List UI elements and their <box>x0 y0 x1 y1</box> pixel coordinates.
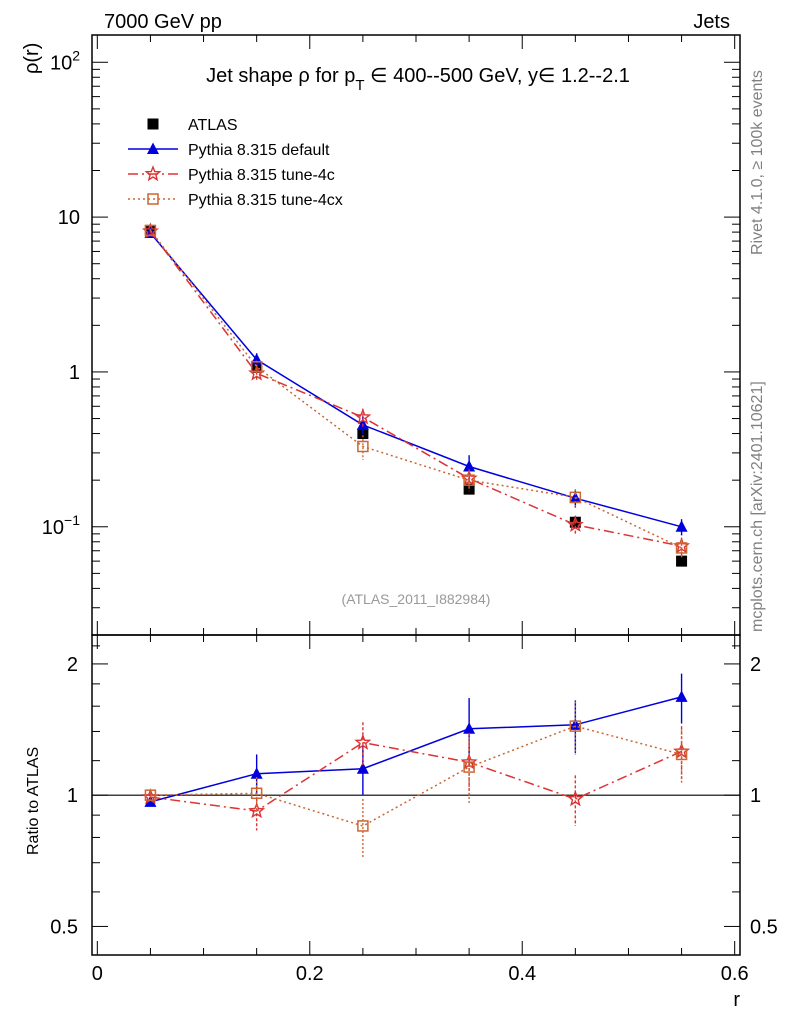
default-marker <box>463 460 476 472</box>
x-tick-label: 0.4 <box>508 963 536 985</box>
main-series-layer <box>141 222 691 567</box>
series-tune4c <box>141 722 691 831</box>
ratio-y-tick-label-left: 2 <box>67 654 78 676</box>
tune4cx-line <box>149 229 682 549</box>
header-category-label: Jets <box>693 11 730 33</box>
axis-tick-labels: 0 0.2 0.4 0.6 102 10 1 10−1 2 2 1 1 0.5 0.5 <box>42 47 778 985</box>
legend-entry-tune4c: Pythia 8.315 tune-4c <box>128 165 335 184</box>
default-marker <box>144 795 157 807</box>
analysis-reference: (ATLAS_2011_I882984) <box>342 591 491 607</box>
default-line <box>150 696 682 803</box>
atlas-marker <box>463 483 475 495</box>
legend-label: Pythia 8.315 default <box>188 142 330 159</box>
tune4cx-marker <box>463 474 475 486</box>
series-tune4cx <box>144 701 688 858</box>
tune4cx-marker <box>144 789 157 801</box>
tune4cx-marker <box>250 787 263 800</box>
tune4c-marker <box>566 515 584 532</box>
legend-entry-tune4cx: Pythia 8.315 tune-4cx <box>128 192 343 209</box>
tune4cx-marker <box>675 748 688 761</box>
default-marker <box>463 722 476 734</box>
x-axis-label: r <box>733 989 740 1011</box>
tune4c-marker <box>354 733 372 750</box>
ratio-series-layer <box>141 673 691 858</box>
atlas-marker <box>676 555 688 567</box>
default-marker <box>250 767 263 779</box>
tune4cx-marker <box>675 542 688 554</box>
axis-ticks <box>92 35 740 955</box>
legend: ATLAS Pythia 8.315 default Pythia 8.315 tu… <box>128 117 343 209</box>
tune4c-line <box>150 741 682 812</box>
main-y-tick-label: 10 <box>58 207 80 229</box>
legend-entry-default: Pythia 8.315 default <box>128 142 330 159</box>
tune4c-marker <box>354 408 372 425</box>
tune4cx-marker <box>357 440 369 453</box>
legend-marker <box>147 193 159 205</box>
rivet-version-label: Rivet 4.1.0, ≥ 100k events <box>749 70 766 255</box>
legend-label: ATLAS <box>188 117 238 134</box>
ratio-y-tick-label-right: 0.5 <box>750 916 778 938</box>
ratio-y-tick-label-left: 0.5 <box>50 916 78 938</box>
ratio-y-tick-label-left: 1 <box>67 785 78 807</box>
default-line <box>149 232 682 528</box>
x-tick-label: 0.2 <box>296 963 324 985</box>
tune4cx-marker <box>357 820 369 832</box>
default-marker <box>356 762 369 774</box>
tune4cx-marker <box>250 361 263 373</box>
main-y-axis-label: ρ(r) <box>21 43 43 74</box>
tune4cx-marker <box>569 491 582 504</box>
tune4cx-marker <box>463 761 475 773</box>
tune4c-marker <box>566 790 584 807</box>
legend-marker <box>144 165 162 182</box>
tune4cx-marker <box>144 224 157 237</box>
series-default <box>144 673 688 807</box>
ratio-y-axis-label: Ratio to ATLAS <box>25 747 42 855</box>
legend-label: Pythia 8.315 tune-4c <box>188 167 335 184</box>
legend-marker <box>147 142 159 154</box>
main-y-tick-label: 10−1 <box>42 512 80 539</box>
legend-marker <box>147 118 159 130</box>
tune4cx-marker <box>569 720 582 732</box>
mcplots-label: mcplots.cern.ch [arXiv:2401.10621] <box>749 381 766 632</box>
tune4c-marker <box>248 802 266 819</box>
tune4c-line <box>149 230 682 547</box>
main-y-tick-label: 102 <box>50 47 80 74</box>
tune4cx-line <box>150 725 682 827</box>
main-y-tick-label: 1 <box>69 362 80 384</box>
legend-label: Pythia 8.315 tune-4cx <box>188 192 343 209</box>
x-tick-label: 0.6 <box>721 963 749 985</box>
default-marker <box>675 690 688 702</box>
series-atlas <box>144 224 688 567</box>
default-marker <box>675 520 688 532</box>
legend-entry-atlas: ATLAS <box>147 117 238 134</box>
ratio-y-tick-label-right: 2 <box>750 654 761 676</box>
series-default <box>144 226 688 536</box>
ratio-y-tick-label-right: 1 <box>750 785 761 807</box>
x-tick-label: 0 <box>92 963 103 985</box>
series-tune4cx <box>144 224 688 558</box>
header-energy-label: 7000 GeV pp <box>104 11 222 33</box>
chart-title: Jet shape ρ for pT ∈ 400--500 GeV, y∈ 1.… <box>206 65 630 94</box>
